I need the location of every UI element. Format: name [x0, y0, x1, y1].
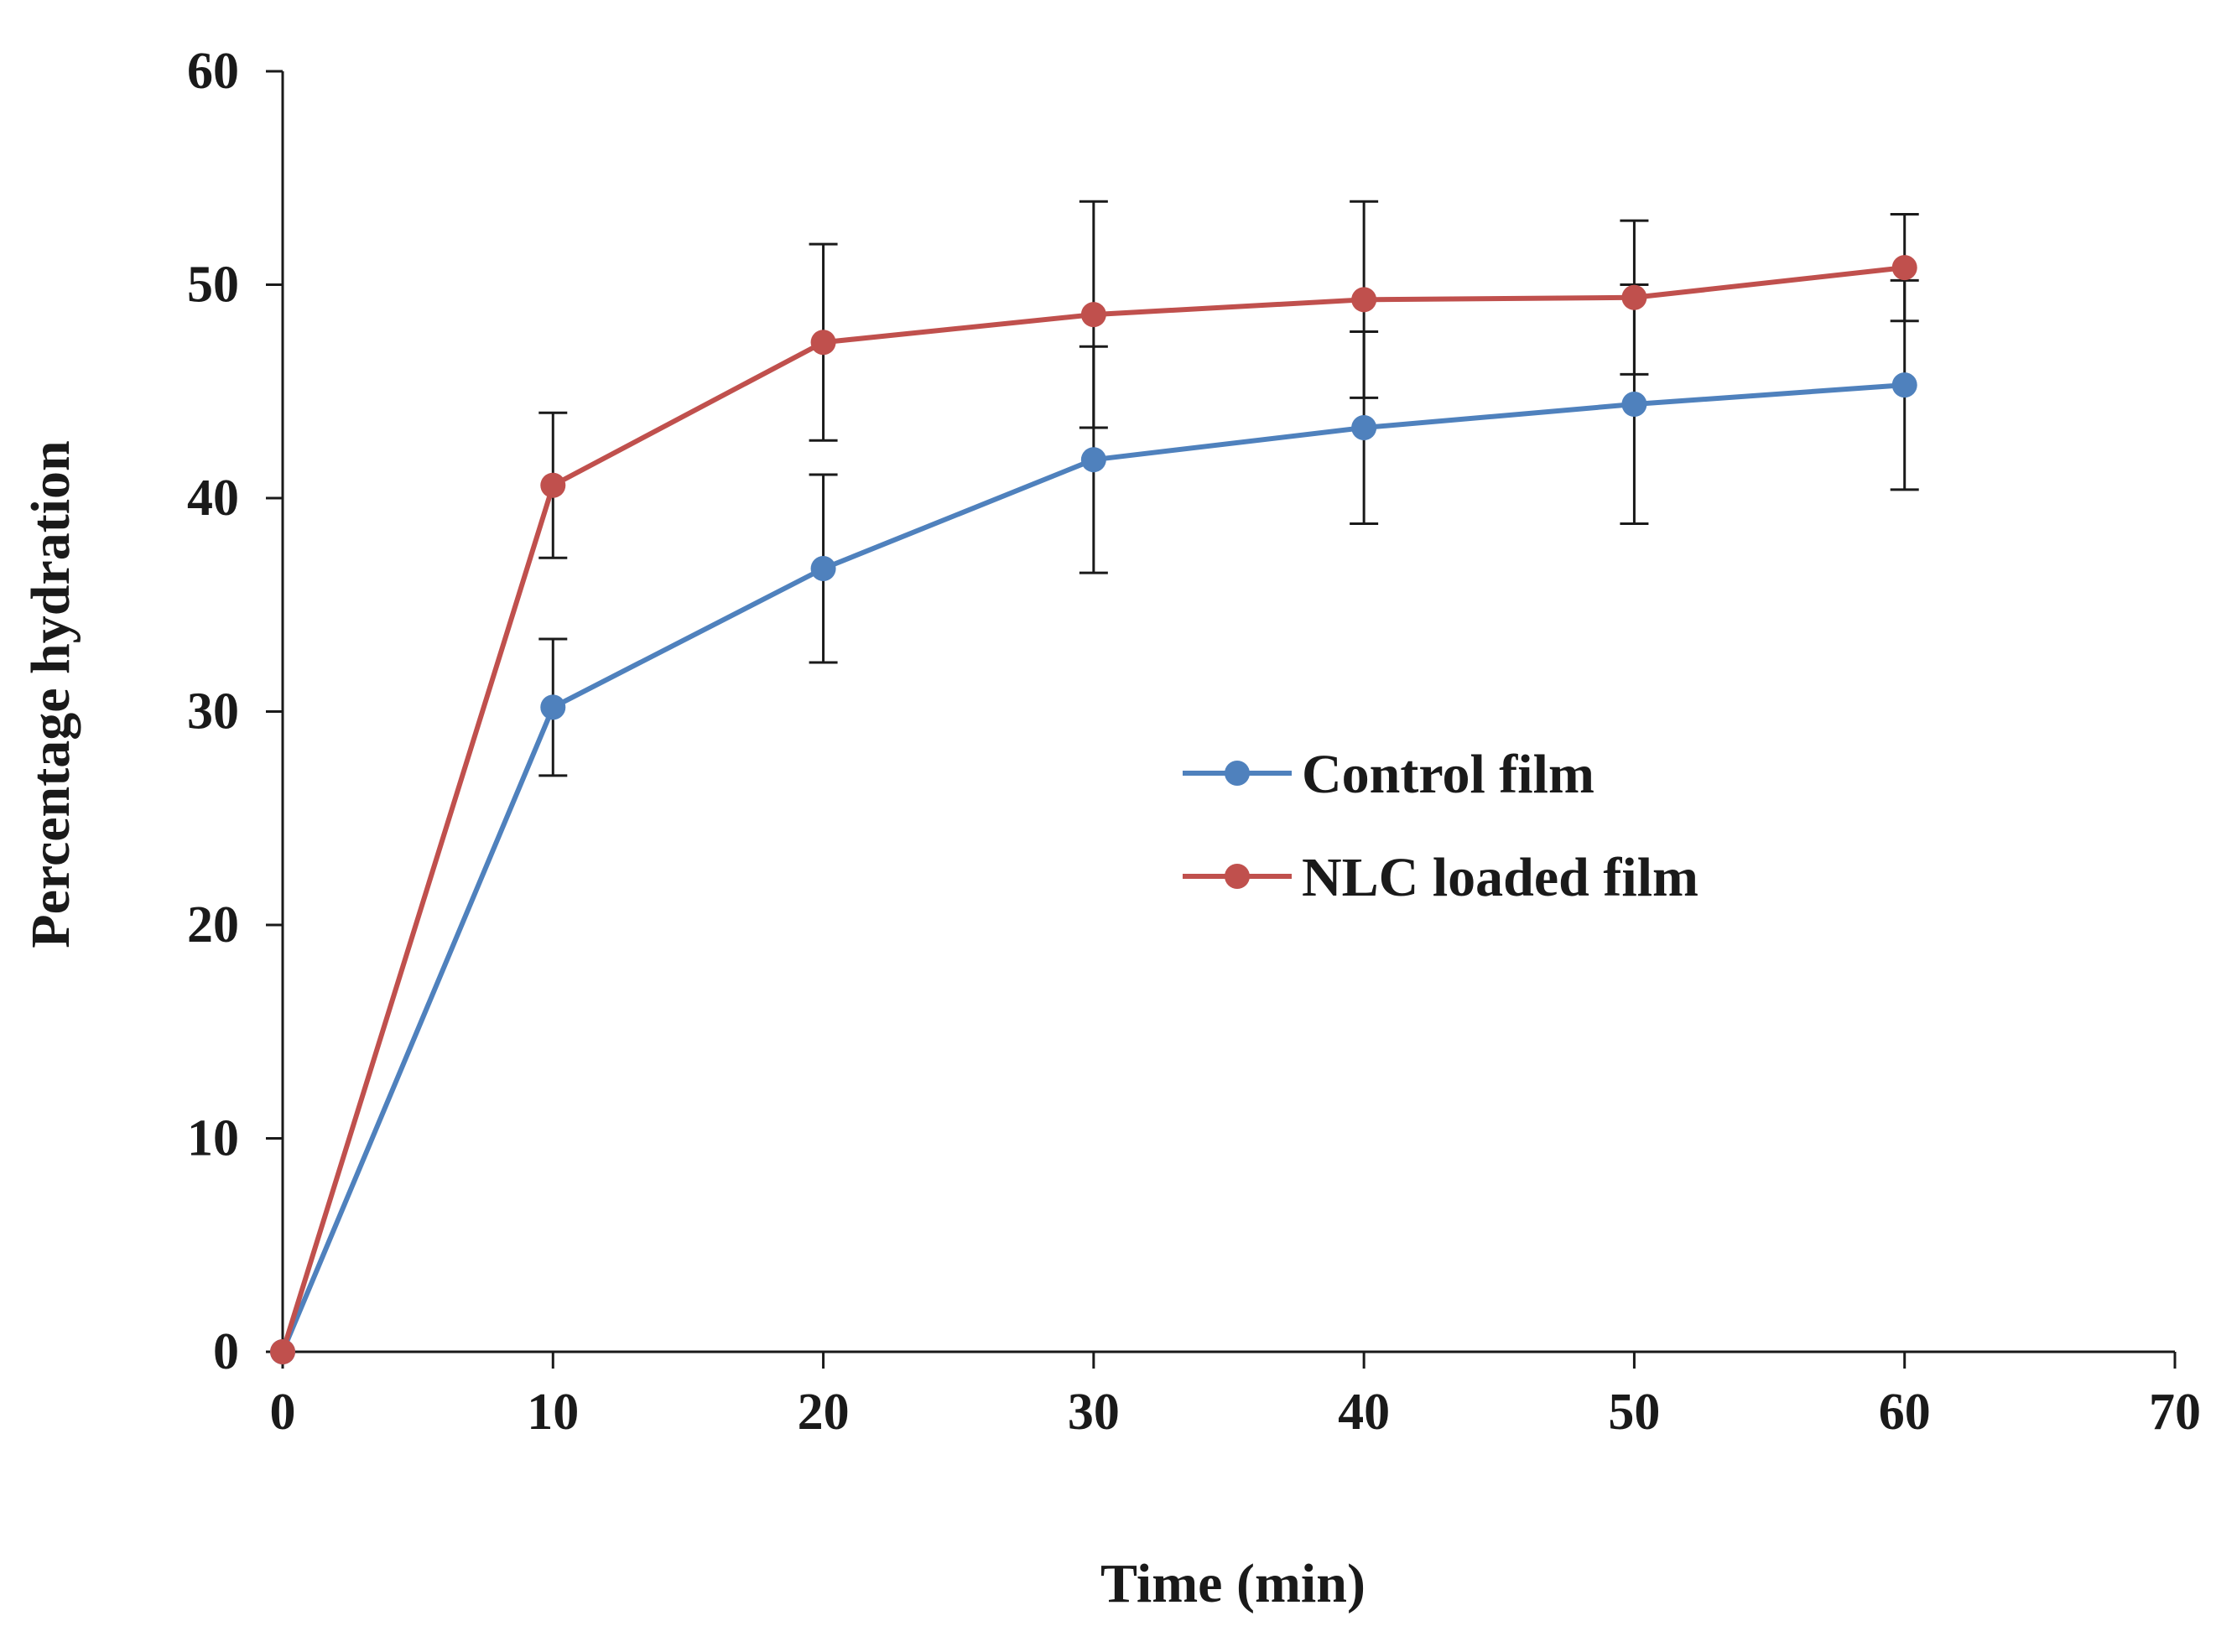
data-point-nlc — [1080, 302, 1106, 328]
y-axis-title: Percentage hydration — [20, 440, 81, 948]
legend: Control film NLC loaded film — [1183, 744, 1698, 908]
data-point-control — [540, 694, 566, 720]
x-tick-label: 70 — [2149, 1384, 2201, 1441]
ticks: 0 10 20 30 40 50 60 0 10 20 30 40 50 60 70 — [187, 43, 2201, 1441]
legend-swatch-marker — [1225, 864, 1250, 889]
series-layer — [270, 200, 1919, 1364]
y-tick-label: 40 — [187, 470, 239, 527]
x-tick-label: 60 — [1879, 1384, 1931, 1441]
y-tick-label: 60 — [187, 43, 239, 100]
legend-swatch-marker — [1225, 761, 1250, 786]
data-point-nlc — [270, 1339, 295, 1364]
y-tick-label: 20 — [187, 896, 239, 953]
y-tick-label: 30 — [187, 683, 239, 740]
x-axis-title: Time (min) — [1100, 1553, 1365, 1614]
y-tick-label: 10 — [187, 1110, 239, 1167]
data-point-control — [1351, 415, 1377, 441]
data-point-nlc — [1621, 284, 1647, 310]
legend-label: NLC loaded film — [1302, 847, 1698, 908]
data-point-nlc — [540, 472, 566, 498]
x-tick-label: 30 — [1068, 1384, 1120, 1441]
data-point-nlc — [810, 330, 836, 356]
axes — [281, 71, 2175, 1353]
data-point-control — [810, 555, 836, 581]
x-tick-label: 20 — [798, 1384, 850, 1441]
data-point-control — [1891, 372, 1917, 398]
data-point-control — [1621, 392, 1647, 418]
data-point-nlc — [1891, 255, 1917, 281]
x-tick-label: 50 — [1608, 1384, 1660, 1441]
data-point-nlc — [1351, 287, 1377, 313]
x-tick-label: 0 — [270, 1384, 296, 1441]
x-tick-label: 40 — [1338, 1384, 1390, 1441]
data-point-control — [1080, 447, 1106, 473]
error-bars-nlc — [538, 200, 1919, 559]
y-tick-label: 50 — [187, 257, 239, 314]
legend-label: Control film — [1302, 744, 1594, 805]
error-bars-control — [538, 278, 1919, 777]
y-tick-label: 0 — [213, 1323, 239, 1380]
x-tick-label: 10 — [527, 1384, 579, 1441]
